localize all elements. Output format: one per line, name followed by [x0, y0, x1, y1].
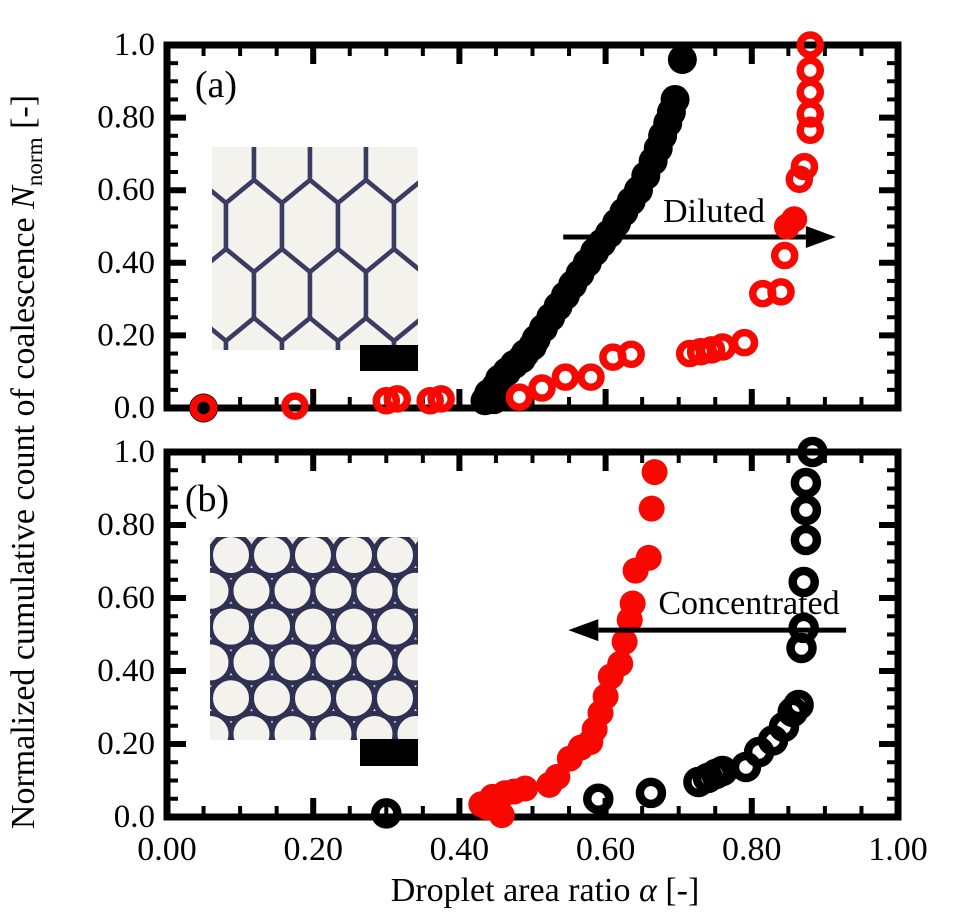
x-axis-symbol: α	[638, 872, 657, 909]
panel-a: 0.0 0.20 0.40 0.60 0.80 1.0	[97, 27, 902, 426]
scale-bar-b	[360, 739, 418, 766]
svg-text:0.40: 0.40	[97, 653, 155, 689]
svg-text:0.20: 0.20	[97, 317, 155, 353]
svg-text:0.60: 0.60	[97, 172, 155, 208]
svg-text:0.80: 0.80	[97, 100, 155, 136]
svg-text:0.80: 0.80	[722, 831, 782, 868]
svg-text:0.80: 0.80	[97, 507, 155, 543]
svg-text:0.60: 0.60	[576, 831, 636, 868]
svg-text:1.0: 1.0	[114, 434, 155, 470]
svg-text:0.00: 0.00	[137, 831, 197, 868]
svg-text:0.0: 0.0	[114, 799, 155, 835]
concentrated-annotation: Concentrated	[658, 585, 840, 622]
svg-text:0.60: 0.60	[97, 580, 155, 616]
y-axis-title: Normalized cumulative count of coalescen…	[5, 95, 49, 829]
y-axis-units: [-]	[5, 94, 43, 138]
svg-text:0.40: 0.40	[97, 245, 155, 281]
svg-text:0.40: 0.40	[430, 831, 490, 868]
scale-bar-a	[360, 345, 418, 371]
svg-text:0.0: 0.0	[114, 390, 155, 426]
y-axis-symbol: N	[5, 186, 43, 209]
x-axis-title: Droplet area ratio α [-]	[391, 872, 700, 910]
x-axis-units: [-]	[656, 872, 700, 909]
svg-text:0.20: 0.20	[283, 831, 343, 868]
panel-b: 0.0 0.20 0.40 0.60 0.80 1.0 0.00 0.20 0.40 0.60 0.…	[97, 434, 928, 868]
svg-text:1.00: 1.00	[868, 831, 928, 868]
diluted-annotation: Diluted	[663, 193, 765, 230]
svg-text:1.0: 1.0	[114, 27, 155, 63]
y-axis-subscript: norm	[21, 137, 48, 187]
svg-text:0.20: 0.20	[97, 726, 155, 762]
y-axis-title-text: Normalized cumulative count of coalescen…	[5, 208, 43, 830]
panel-a-label: (a)	[194, 64, 238, 106]
panel-b-label: (b)	[184, 478, 230, 520]
x-axis-title-text: Droplet area ratio	[390, 872, 639, 909]
